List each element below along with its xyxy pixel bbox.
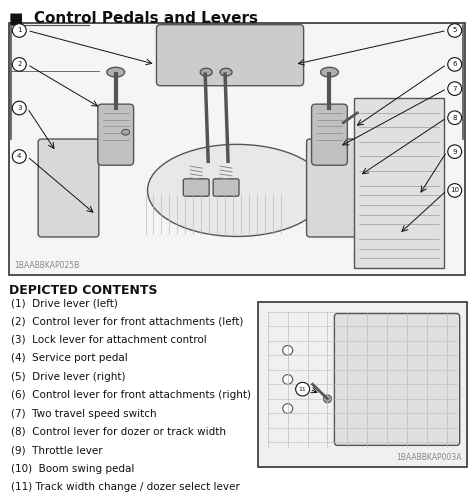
Text: 9: 9 [453,149,457,155]
FancyBboxPatch shape [98,104,134,165]
Ellipse shape [122,129,129,135]
Circle shape [323,395,331,403]
Text: 6: 6 [453,62,457,68]
Text: DEPICTED CONTENTS: DEPICTED CONTENTS [9,284,158,297]
Text: 10: 10 [450,187,459,193]
Text: 1: 1 [17,28,21,34]
Text: 7: 7 [453,86,457,92]
Text: (6)  Control lever for front attachments (right): (6) Control lever for front attachments … [11,390,251,400]
Ellipse shape [107,68,125,77]
Text: 4: 4 [17,153,21,160]
Text: (9)  Throttle lever: (9) Throttle lever [11,445,103,456]
Circle shape [296,383,310,396]
FancyBboxPatch shape [183,179,209,196]
FancyBboxPatch shape [311,104,347,165]
Text: 1BAABBKAP025B: 1BAABBKAP025B [14,261,80,270]
Ellipse shape [200,68,212,76]
Text: (4)  Service port pedal: (4) Service port pedal [11,353,128,363]
Text: 3: 3 [17,105,21,111]
Text: (2)  Control lever for front attachments (left): (2) Control lever for front attachments … [11,317,244,326]
Text: 8: 8 [453,115,457,121]
Text: (10)  Boom swing pedal: (10) Boom swing pedal [11,464,135,474]
Ellipse shape [320,68,338,77]
FancyBboxPatch shape [38,139,99,237]
Text: (8)  Control lever for dozer or track width: (8) Control lever for dozer or track wid… [11,427,226,437]
FancyBboxPatch shape [354,98,444,268]
Circle shape [448,145,462,158]
Circle shape [12,24,26,37]
Text: (5)  Drive lever (right): (5) Drive lever (right) [11,372,126,382]
Text: 5: 5 [453,28,457,34]
Text: (11) Track width change / dozer select lever: (11) Track width change / dozer select l… [11,482,240,492]
FancyBboxPatch shape [307,139,392,237]
Circle shape [448,24,462,37]
Text: 1BAABBKAP003A: 1BAABBKAP003A [396,453,462,462]
Circle shape [12,101,26,115]
Circle shape [448,111,462,125]
Circle shape [283,346,292,355]
Circle shape [283,404,292,414]
Text: 11: 11 [299,387,307,391]
Ellipse shape [147,144,327,237]
Text: ■  Control Pedals and Levers: ■ Control Pedals and Levers [9,11,258,26]
Text: 2: 2 [17,62,21,68]
FancyBboxPatch shape [258,302,466,467]
Circle shape [12,150,26,163]
Circle shape [448,82,462,96]
FancyBboxPatch shape [213,179,239,196]
Text: (1)  Drive lever (left): (1) Drive lever (left) [11,298,118,308]
FancyBboxPatch shape [156,25,304,86]
Text: (3)  Lock lever for attachment control: (3) Lock lever for attachment control [11,335,207,345]
FancyBboxPatch shape [9,23,465,275]
Ellipse shape [220,68,232,76]
Circle shape [448,58,462,71]
Text: (7)  Two travel speed switch: (7) Two travel speed switch [11,409,157,419]
Circle shape [448,183,462,197]
Circle shape [12,58,26,71]
FancyBboxPatch shape [335,314,460,445]
Circle shape [283,375,292,385]
